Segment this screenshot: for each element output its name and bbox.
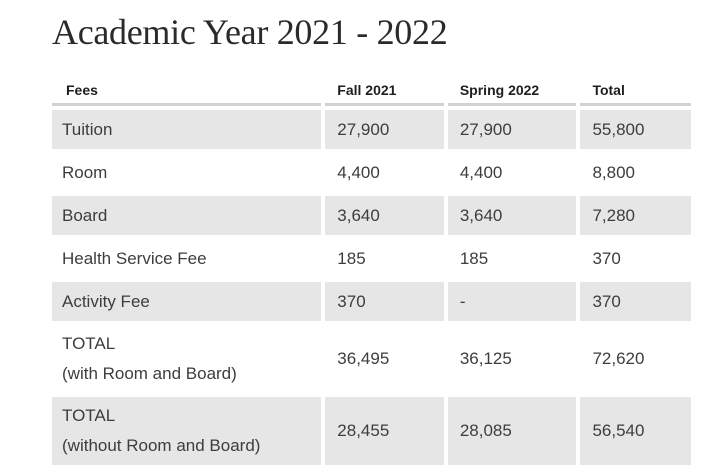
- total-amount-cell: 8,800: [580, 153, 691, 192]
- column-header-spring: Spring 2022: [447, 78, 577, 106]
- total-amount-cell: 55,800: [580, 110, 691, 149]
- fall-amount-cell: 3,640: [325, 196, 444, 235]
- fee-name-cell: Activity Fee: [52, 282, 322, 321]
- total-label: TOTAL: [62, 406, 116, 425]
- fee-name-cell: Health Service Fee: [52, 239, 322, 278]
- page-title: Academic Year 2021 - 2022: [52, 12, 448, 52]
- total-label: TOTAL: [62, 334, 116, 353]
- total-amount-cell: 7,280: [580, 196, 691, 235]
- total-amount-cell: 370: [580, 282, 691, 321]
- spring-amount-cell: -: [447, 282, 577, 321]
- total-qualifier: (with Room and Board): [62, 364, 237, 383]
- spring-amount-cell: 36,125: [447, 325, 577, 393]
- total-amount-cell: 72,620: [580, 325, 691, 393]
- column-header-total: Total: [580, 78, 691, 106]
- column-header-fall: Fall 2021: [325, 78, 444, 106]
- fee-name-cell: TOTAL (with Room and Board): [52, 325, 322, 393]
- fall-amount-cell: 28,455: [325, 397, 444, 465]
- fall-amount-cell: 27,900: [325, 110, 444, 149]
- table-row: Activity Fee 370 - 370: [52, 282, 691, 321]
- spring-amount-cell: 185: [447, 239, 577, 278]
- fees-table: Fees Fall 2021 Spring 2022 Total Tuition…: [48, 74, 695, 469]
- total-amount-cell: 370: [580, 239, 691, 278]
- table-row: Health Service Fee 185 185 370: [52, 239, 691, 278]
- total-amount-cell: 56,540: [580, 397, 691, 465]
- fall-amount-cell: 185: [325, 239, 444, 278]
- total-qualifier: (without Room and Board): [62, 436, 261, 455]
- spring-amount-cell: 28,085: [447, 397, 577, 465]
- table-row: Board 3,640 3,640 7,280: [52, 196, 691, 235]
- column-header-fees: Fees: [52, 78, 322, 106]
- table-row: Room 4,400 4,400 8,800: [52, 153, 691, 192]
- table-row: Tuition 27,900 27,900 55,800: [52, 110, 691, 149]
- table-row-total: TOTAL (without Room and Board) 28,455 28…: [52, 397, 691, 465]
- spring-amount-cell: 3,640: [447, 196, 577, 235]
- fee-name-cell: TOTAL (without Room and Board): [52, 397, 322, 465]
- fall-amount-cell: 36,495: [325, 325, 444, 393]
- fall-amount-cell: 370: [325, 282, 444, 321]
- table-row-total: TOTAL (with Room and Board) 36,495 36,12…: [52, 325, 691, 393]
- fee-name-cell: Tuition: [52, 110, 322, 149]
- fee-name-cell: Board: [52, 196, 322, 235]
- spring-amount-cell: 4,400: [447, 153, 577, 192]
- fall-amount-cell: 4,400: [325, 153, 444, 192]
- spring-amount-cell: 27,900: [447, 110, 577, 149]
- fee-name-cell: Room: [52, 153, 322, 192]
- table-header-row: Fees Fall 2021 Spring 2022 Total: [52, 78, 691, 106]
